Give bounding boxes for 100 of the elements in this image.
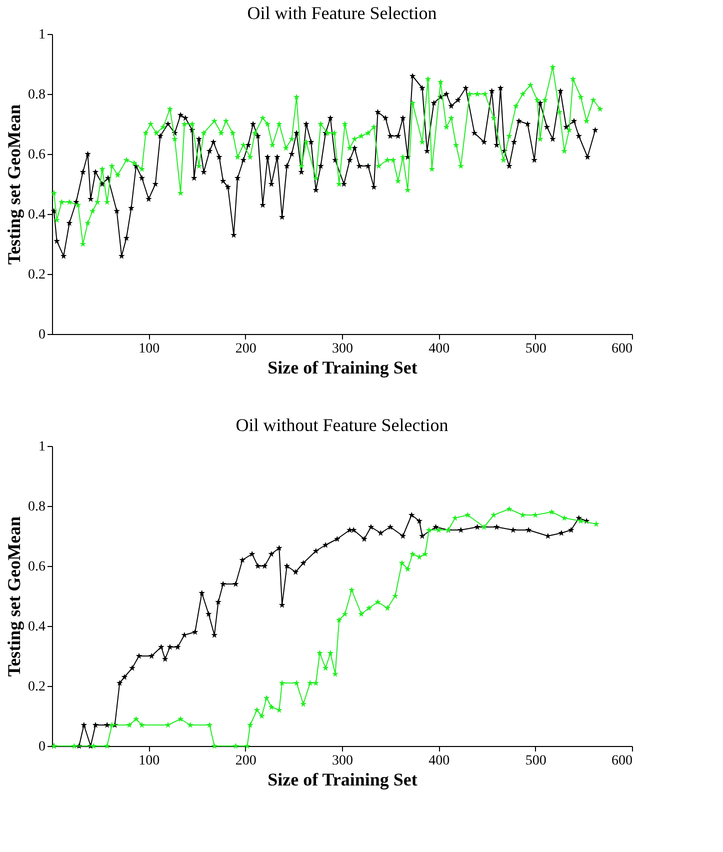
point bbox=[181, 632, 188, 638]
point bbox=[164, 722, 172, 728]
point bbox=[174, 644, 181, 650]
y-tick-label: 1 bbox=[38, 28, 46, 42]
point bbox=[138, 722, 146, 728]
point bbox=[158, 644, 164, 650]
point bbox=[419, 532, 426, 539]
point bbox=[104, 742, 110, 749]
point bbox=[187, 722, 194, 728]
point bbox=[432, 524, 439, 530]
point bbox=[300, 700, 306, 707]
point bbox=[71, 742, 78, 749]
point bbox=[342, 610, 348, 617]
point bbox=[327, 650, 334, 656]
point bbox=[422, 550, 428, 557]
point bbox=[192, 628, 198, 635]
point bbox=[232, 742, 239, 749]
point bbox=[90, 742, 97, 749]
y-tick-label: 0.8 bbox=[28, 88, 46, 102]
y-tick-label: 0.2 bbox=[28, 268, 46, 282]
x-tick-label: 100 bbox=[138, 754, 160, 768]
x-axis-title: Size of Training Set bbox=[268, 358, 418, 378]
point bbox=[121, 674, 128, 680]
point bbox=[316, 650, 323, 656]
point bbox=[416, 554, 422, 560]
point bbox=[211, 742, 218, 749]
point bbox=[416, 518, 422, 524]
point bbox=[561, 514, 568, 521]
point bbox=[132, 716, 140, 722]
y-tick-label: 0.4 bbox=[28, 620, 46, 634]
point bbox=[92, 722, 99, 728]
point bbox=[374, 598, 381, 605]
point bbox=[276, 544, 282, 551]
point bbox=[300, 560, 306, 566]
point bbox=[268, 550, 275, 557]
point bbox=[248, 550, 256, 557]
point bbox=[258, 712, 265, 719]
point bbox=[126, 722, 132, 728]
x-axis-title: Size of Training Set bbox=[268, 770, 418, 790]
point bbox=[177, 716, 184, 722]
point bbox=[284, 562, 290, 569]
point bbox=[244, 742, 250, 749]
point bbox=[361, 536, 368, 542]
point bbox=[480, 524, 488, 530]
point bbox=[490, 512, 497, 518]
chart-title: Oil with Feature Selection bbox=[247, 3, 437, 23]
point bbox=[578, 518, 584, 524]
point bbox=[306, 680, 314, 686]
point bbox=[322, 664, 329, 671]
point bbox=[166, 644, 174, 650]
point bbox=[239, 556, 246, 563]
point bbox=[247, 722, 254, 728]
point bbox=[334, 536, 340, 542]
point bbox=[558, 530, 565, 536]
point bbox=[510, 526, 516, 533]
point bbox=[387, 524, 394, 530]
y-tick-label: 0.4 bbox=[28, 208, 46, 222]
point bbox=[464, 512, 471, 518]
point bbox=[568, 526, 574, 533]
x-tick-label: 300 bbox=[332, 342, 353, 356]
point bbox=[206, 722, 213, 728]
point bbox=[108, 722, 116, 728]
point bbox=[220, 580, 226, 587]
y-tick-label: 0 bbox=[38, 740, 46, 754]
point bbox=[322, 542, 329, 548]
point bbox=[263, 694, 270, 701]
point bbox=[474, 524, 480, 530]
point bbox=[312, 680, 320, 686]
point bbox=[458, 526, 464, 533]
point bbox=[409, 550, 416, 557]
point bbox=[268, 704, 275, 710]
point bbox=[520, 512, 526, 518]
point bbox=[400, 532, 406, 539]
point bbox=[358, 610, 364, 617]
x-tick-label: 500 bbox=[525, 754, 546, 768]
point bbox=[254, 706, 260, 713]
y-axis-title: Testing set GeoMean bbox=[4, 516, 24, 677]
y-tick-label: 0.2 bbox=[28, 680, 46, 694]
point bbox=[494, 524, 500, 530]
point bbox=[262, 562, 268, 569]
y-axis-title: Testing set GeoMean bbox=[4, 104, 24, 265]
point bbox=[408, 512, 415, 518]
x-tick-label: 400 bbox=[428, 342, 450, 356]
y-tick-label: 0.8 bbox=[28, 500, 46, 514]
point bbox=[436, 526, 442, 533]
point bbox=[398, 560, 406, 566]
x-tick-label: 600 bbox=[612, 342, 632, 356]
point bbox=[548, 508, 555, 515]
x-tick-label: 400 bbox=[428, 754, 450, 768]
x-tick-label: 200 bbox=[235, 342, 256, 356]
point bbox=[525, 526, 532, 533]
point bbox=[136, 652, 142, 659]
x-tick-label: 500 bbox=[525, 342, 546, 356]
point bbox=[254, 562, 262, 569]
point bbox=[80, 722, 88, 728]
point bbox=[532, 512, 538, 518]
point bbox=[506, 506, 512, 512]
point bbox=[404, 566, 411, 572]
point bbox=[384, 604, 391, 611]
point bbox=[292, 568, 299, 575]
